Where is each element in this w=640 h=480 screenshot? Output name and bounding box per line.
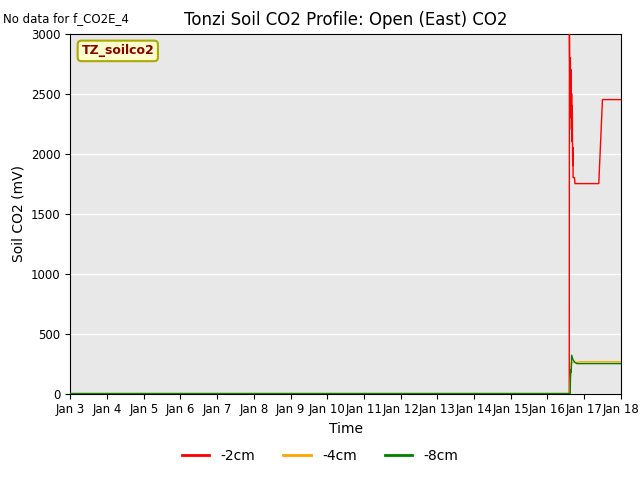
Y-axis label: Soil CO2 (mV): Soil CO2 (mV): [12, 165, 26, 262]
Title: Tonzi Soil CO2 Profile: Open (East) CO2: Tonzi Soil CO2 Profile: Open (East) CO2: [184, 11, 508, 29]
Text: No data for f_CO2E_4: No data for f_CO2E_4: [3, 12, 129, 25]
Legend: -2cm, -4cm, -8cm: -2cm, -4cm, -8cm: [176, 443, 464, 468]
X-axis label: Time: Time: [328, 422, 363, 436]
Text: TZ_soilco2: TZ_soilco2: [81, 44, 154, 58]
